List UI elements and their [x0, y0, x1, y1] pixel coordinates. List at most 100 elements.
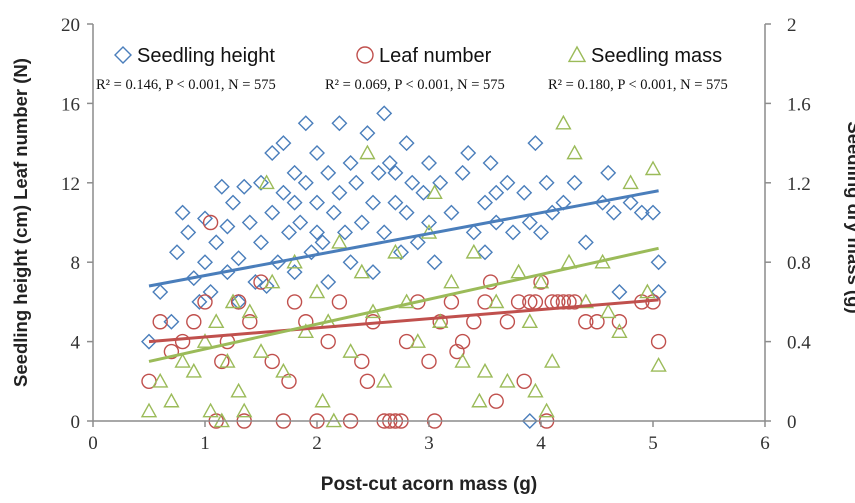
seedling-height-point — [505, 224, 521, 241]
seedling-height-point — [415, 184, 432, 201]
seedling-mass-point — [174, 353, 191, 368]
seedling-mass-point — [488, 293, 505, 309]
seedling-mass-stats: R² = 0.180, P < 0.001, N = 575 — [548, 77, 728, 93]
seedling-height-point — [365, 194, 381, 211]
seedling-height-point — [180, 224, 197, 241]
seedling-height-point — [253, 174, 269, 191]
y-left-tick-label: 0 — [71, 412, 81, 433]
seedling-mass-point — [252, 343, 270, 358]
seedling-mass-point — [555, 114, 572, 130]
seedling-height-stats: R² = 0.146, P < 0.001, N = 575 — [96, 77, 276, 93]
legend: Seedling height R² = 0.146, P < 0.001, N … — [96, 45, 728, 93]
leaf-number-point — [242, 314, 258, 330]
seedling-height-point — [477, 194, 493, 211]
seedling-height-point — [258, 278, 275, 295]
seedling-height-point — [264, 204, 281, 221]
x-tick-label: 6 — [760, 433, 770, 454]
seedling-mass-point — [230, 382, 247, 398]
seedling-mass-trendline — [148, 246, 659, 363]
seedling-height-point — [247, 274, 264, 291]
seedling-height-point — [320, 274, 337, 291]
seedling-height-point — [488, 184, 505, 201]
seedling-mass-point — [241, 303, 258, 319]
leaf-number-point — [499, 314, 516, 330]
seedling-mass-point — [185, 362, 202, 378]
leaf-number-point — [449, 343, 465, 360]
seedling-mass-point — [331, 233, 348, 249]
leaf-number-point — [202, 214, 219, 231]
y-right-tick-label: 1.6 — [787, 94, 811, 115]
seedling-mass-point — [196, 333, 214, 348]
seedling-height-point — [376, 105, 393, 122]
seedling-mass-point — [258, 174, 275, 190]
seedling-mass-point — [622, 174, 639, 190]
seedling-height-point — [303, 244, 320, 261]
seedling-height-point — [409, 234, 426, 251]
seedling-mass-point — [359, 144, 376, 160]
seedling-mass-point — [426, 184, 443, 200]
seedling-height-point — [376, 224, 393, 241]
seedling-height-point — [331, 184, 348, 201]
leaf-number-point — [650, 333, 667, 350]
trendline-layer — [148, 189, 659, 363]
leaf-number-point — [186, 314, 202, 330]
seedling-mass-point — [454, 353, 471, 368]
seedling-height-point — [566, 174, 583, 191]
seedling-height-point — [600, 164, 617, 181]
seedling-height-point — [454, 164, 471, 181]
seedling-mass-point — [611, 323, 628, 338]
seedling-height-point — [286, 164, 303, 181]
seedling-height-point — [622, 194, 639, 211]
seedling-height-point — [141, 333, 157, 350]
leaf-number-trendline — [148, 298, 659, 344]
seedling-height-point — [521, 214, 538, 231]
seedling-height-point — [309, 194, 325, 211]
marks-layer — [140, 105, 667, 429]
leaf-number-point — [331, 294, 348, 310]
seedling-mass-point — [286, 253, 303, 269]
seedling-mass-point — [398, 293, 415, 309]
seedling-height-point — [387, 164, 404, 181]
seedling-height-point — [460, 145, 477, 162]
leaf-number-point — [510, 294, 527, 310]
seedling-height-point — [398, 135, 415, 152]
seedling-height-point — [236, 178, 253, 195]
seedling-height-point — [527, 135, 544, 152]
leaf-number-point — [516, 373, 532, 389]
seedling-height-point — [353, 214, 370, 231]
seedling-height-point — [230, 250, 247, 267]
seedling-mass-point — [527, 382, 544, 398]
leaf-number-point — [482, 274, 499, 290]
seedling-mass-point — [538, 402, 555, 418]
seedling-height-legend-label: Seedling height — [137, 45, 275, 67]
y-left-tick-label: 8 — [71, 253, 81, 274]
seedling-mass-point — [208, 313, 225, 329]
seedling-mass-point — [264, 273, 281, 289]
y-right-tick-label: 0 — [787, 412, 797, 433]
seedling-height-point — [286, 264, 303, 281]
x-tick-label: 2 — [312, 433, 322, 454]
leaf-number-point — [214, 353, 230, 370]
leaf-number-point — [421, 353, 437, 370]
seedling-mass-point — [644, 160, 662, 176]
seedling-height-point — [197, 254, 213, 271]
leaf-number-point — [561, 294, 577, 310]
y-right-tick-label: 2 — [787, 15, 797, 36]
seedling-height-point — [421, 214, 437, 231]
seedling-mass-point — [353, 263, 370, 279]
seedling-height-point — [421, 154, 437, 171]
seedling-mass-point — [499, 372, 516, 388]
leaf-number-point — [163, 343, 180, 360]
seedling-height-point — [605, 204, 622, 221]
y-left-tick-label: 12 — [61, 174, 80, 195]
x-tick-label: 5 — [648, 433, 658, 454]
seedling-height-point — [325, 204, 342, 221]
seedling-height-point — [404, 174, 421, 191]
seedling-height-point — [443, 204, 460, 221]
seedling-height-point — [337, 224, 353, 241]
seedling-mass-point — [409, 333, 426, 348]
seedling-height-point — [314, 234, 331, 251]
seedling-height-point — [521, 413, 538, 429]
x-axis-title: Post-cut acorn mass (g) — [321, 474, 537, 495]
seedling-height-point — [381, 154, 398, 171]
